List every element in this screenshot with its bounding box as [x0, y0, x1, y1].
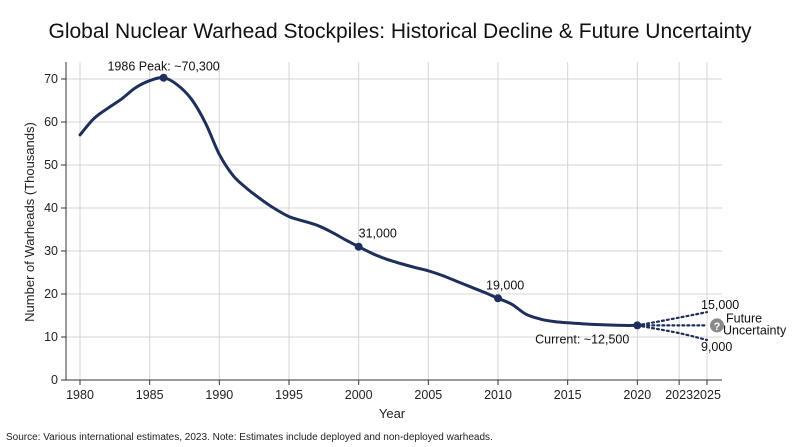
y-tick-label: 40: [44, 201, 58, 215]
projection-label: 9,000: [701, 340, 732, 354]
point-label: Current: ~12,500: [535, 332, 629, 346]
y-tick-label: 50: [44, 158, 58, 172]
highlight-point: [354, 242, 363, 251]
chart-title: Global Nuclear Warhead Stockpiles: Histo…: [48, 20, 752, 43]
axes: [61, 62, 722, 385]
future-label-line: Uncertainty: [723, 323, 787, 337]
x-tick-label: 1990: [205, 388, 233, 402]
y-tick-label: 70: [44, 72, 58, 86]
source-note: Source: Various international estimates,…: [6, 432, 493, 443]
x-tick-label: 1985: [136, 388, 164, 402]
highlight-point: [633, 321, 642, 330]
y-tick-label: 20: [44, 287, 58, 301]
highlight-point: [494, 294, 502, 303]
point-label: 31,000: [359, 227, 397, 241]
projection-line: [636, 311, 709, 327]
x-tick-label: 2023: [665, 388, 693, 402]
y-tick-label: 10: [44, 330, 58, 344]
y-tick-label: 0: [51, 373, 58, 387]
x-tick-label: 1980: [66, 388, 94, 402]
x-tick-label: 2020: [623, 388, 651, 402]
point-label: 19,000: [486, 278, 524, 292]
x-tick-label: 1995: [275, 388, 303, 402]
question-glyph: ?: [714, 321, 721, 333]
x-tick-label: 2025: [693, 388, 721, 402]
x-tick-label: 2010: [484, 388, 512, 402]
highlight-points: [159, 73, 642, 330]
projection-layer: [636, 311, 709, 342]
x-tick-label: 2005: [414, 388, 442, 402]
projection-line: [636, 324, 709, 342]
question-icon: [710, 318, 724, 333]
y-tick-label: 30: [44, 244, 58, 258]
y-tick-label: 60: [44, 115, 58, 129]
future-label-line: Future: [726, 311, 762, 325]
y-tick-labels: 0 10 20 30 40 50 60 70: [44, 72, 58, 387]
x-tick-label: 2015: [554, 388, 582, 402]
y-axis-label: Number of Warheads (Thousands): [22, 122, 37, 322]
x-tick-label: 2000: [345, 388, 373, 402]
x-tick-labels: 1980 1985 1990 1995 2000 2005 2010 2015 2020 2023…: [66, 388, 721, 402]
projection-label: 15,000: [701, 298, 739, 312]
highlight-point: [159, 73, 168, 82]
x-axis-label: Year: [379, 406, 406, 421]
point-label: 1986 Peak: ~70,300: [107, 60, 219, 74]
annotations: 1986 Peak: ~70,300 31,000 19,000 Current: ~…: [107, 60, 739, 354]
